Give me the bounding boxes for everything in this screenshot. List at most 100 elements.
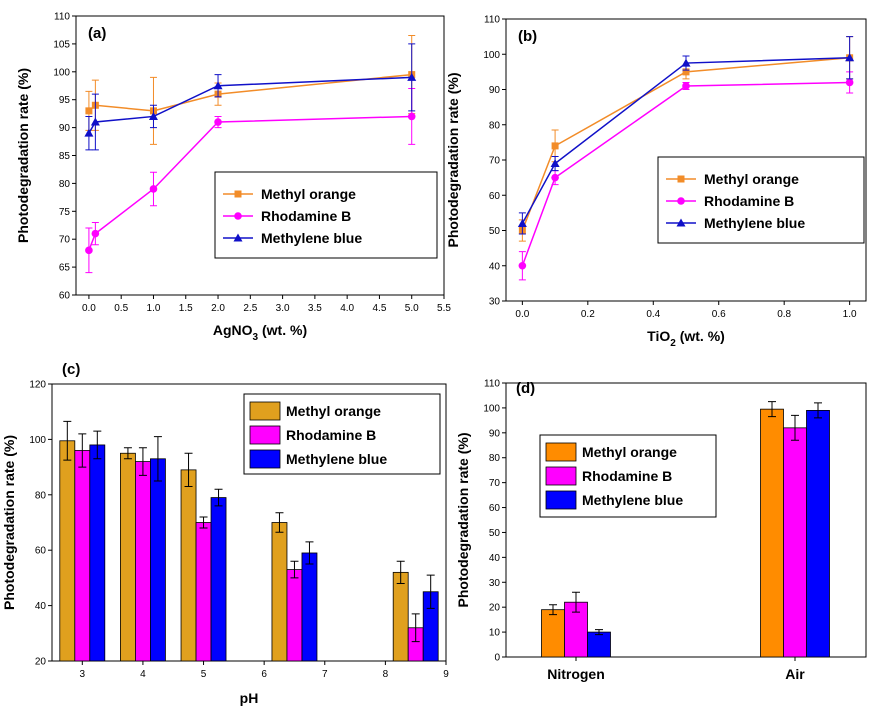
- panel-a-xtick-label: 3.0: [276, 303, 290, 314]
- panel-a-xlabel-rest: (wt. %): [258, 322, 307, 338]
- panel-b-point: [682, 82, 690, 90]
- panel-a-legend-marker: [234, 212, 242, 220]
- panel-a-ytick-label: 85: [59, 151, 71, 162]
- panel-b-ytick-label: 80: [489, 120, 501, 131]
- panel-c-errbar: [199, 516, 208, 529]
- panel-c-errbar: [426, 574, 435, 609]
- panel-c-xtick-label: 4: [140, 669, 146, 680]
- panel-b-point: [551, 142, 559, 150]
- panel-b-legend-box: [657, 156, 865, 244]
- panel-d-legend-swatch: [545, 466, 577, 486]
- panel-b-ytick-label: 100: [483, 50, 500, 61]
- panel-a-xtick-label: 4.0: [340, 303, 354, 314]
- panel-d-ytick-label: 70: [489, 478, 501, 489]
- panel-a-ytick-label: 75: [59, 207, 71, 218]
- panel-a-ytick-label: 100: [53, 67, 70, 78]
- panel-c-errbar: [396, 560, 405, 584]
- panel-c-legend-swatch: [249, 425, 281, 445]
- panel-a-ylabel: Photodegradation rate (%): [15, 68, 31, 243]
- panel-d-ytick-label: 0: [494, 653, 500, 664]
- panel-a-point: [85, 107, 93, 115]
- panel-a-legend-label: Methyl orange: [261, 186, 356, 202]
- panel-d-xtick-label: Nitrogen: [547, 666, 605, 682]
- panel-a-point: [91, 229, 100, 238]
- panel-c-errbar: [214, 488, 223, 507]
- panel-a-xtick-label: 1.0: [147, 303, 161, 314]
- panel-a-xtick-label: 4.5: [372, 303, 386, 314]
- panel-c-bar: [120, 452, 136, 662]
- panel-a-series-line-2: [88, 76, 412, 134]
- panel-b-series-line-1: [521, 81, 850, 267]
- panel-c-bar: [210, 497, 227, 662]
- panel-a-ytick-label: 80: [59, 179, 71, 190]
- panel-c-errbar: [153, 436, 162, 482]
- panel-d-bar: [760, 408, 784, 658]
- panel-c-ylabel: Photodegradation rate (%): [1, 435, 17, 610]
- panel-b-ytick-label: 70: [489, 156, 501, 167]
- panel-b-xtick-label: 0.0: [515, 309, 529, 320]
- panel-d-errbar: [549, 604, 557, 616]
- panel-d-errbar: [595, 629, 603, 636]
- panel-d-ytick-label: 110: [484, 379, 500, 390]
- panel-a-xtick-label: 2.5: [243, 303, 257, 314]
- panel-b-chart: 30 40 50 60 70 80 90 100 110 0.0 0.2 0.4 0.6 0.8 1.0 Ph…: [445, 15, 867, 349]
- panel-c-xtick-label: 8: [383, 669, 389, 680]
- panel-d-errbar: [814, 402, 822, 419]
- panel-d-panel-label: (d): [516, 380, 535, 397]
- panel-c-bar: [271, 522, 288, 662]
- panel-d-errbar: [768, 401, 776, 418]
- panel-c-bar: [286, 569, 303, 662]
- panel-a-ytick-label: 95: [59, 95, 71, 106]
- panel-a-xtick-label: 5.5: [437, 303, 451, 314]
- panel-a-xtick-label: 3.5: [308, 303, 322, 314]
- panel-a-xtick-label: 0.0: [82, 303, 96, 314]
- panel-a-xtick-label: 2.0: [211, 303, 225, 314]
- panel-a-point: [85, 246, 93, 255]
- panel-b-xtick-label: 0.4: [646, 309, 660, 320]
- panel-a-xtick-label: 1.5: [179, 303, 193, 314]
- panel-b-ytick-label: 30: [489, 297, 501, 308]
- panel-b-point: [682, 68, 690, 76]
- panel-a-point: [90, 117, 100, 126]
- panel-b-point: [845, 78, 854, 87]
- panel-c-errbar: [275, 512, 284, 533]
- panel-a-ytick-label: 105: [53, 39, 70, 50]
- panel-b-xtick-label: 0.8: [777, 309, 791, 320]
- panel-c-bar: [301, 552, 318, 662]
- panel-b-xtick-label: 1.0: [843, 309, 857, 320]
- panel-a-point: [407, 112, 416, 121]
- panel-a-ytick-label: 60: [59, 291, 71, 302]
- panel-d-legend-label: Methyl orange: [582, 444, 677, 460]
- panel-a-legend-label: Methylene blue: [261, 230, 362, 246]
- panel-a-xlabel: AgNO3 (wt. %): [213, 322, 307, 343]
- panel-b-legend-marker: [676, 218, 686, 227]
- panel-b-xlabel: TiO2 (wt. %): [647, 328, 725, 349]
- panel-d-bar: [587, 631, 611, 658]
- panel-c-ytick-label: 60: [35, 546, 47, 557]
- panel-a-ytick-label: 110: [54, 12, 70, 23]
- panel-c-errbar: [63, 420, 72, 461]
- panel-c-ytick-label: 40: [35, 601, 47, 612]
- panel-a-point: [84, 128, 94, 137]
- panel-d-bar: [806, 409, 830, 658]
- panel-b-legend-marker: [677, 197, 685, 205]
- panel-d-legend-label: Methylene blue: [582, 492, 683, 508]
- panel-d-ytick-label: 50: [489, 528, 501, 539]
- panel-b-panel-label: (b): [518, 28, 537, 45]
- panel-c-ytick-label: 100: [29, 435, 46, 446]
- panel-b-xtick-label: 0.2: [581, 309, 595, 320]
- panel-a-point: [148, 111, 158, 120]
- panel-b-legend-marker: [677, 175, 685, 183]
- panel-d-ytick-label: 100: [483, 403, 500, 414]
- panel-d-chart: 0 10 20 30 40 50 60 70 80 90 100 110 Nitrogen Air Phot…: [455, 379, 867, 682]
- panel-c-bar: [150, 458, 166, 662]
- panel-b-legend-label: Methyl orange: [704, 171, 799, 187]
- panel-c-legend-swatch: [249, 449, 281, 469]
- panel-c-bar: [74, 450, 91, 662]
- panel-c-errbar: [305, 541, 314, 565]
- panel-a-ytick-label: 90: [59, 123, 71, 134]
- panel-a-legend-box: [214, 171, 438, 259]
- panel-d-ytick-label: 60: [489, 503, 501, 514]
- panel-b-xlabel-main: TiO: [647, 328, 670, 344]
- panel-d-ytick-label: 40: [489, 553, 501, 564]
